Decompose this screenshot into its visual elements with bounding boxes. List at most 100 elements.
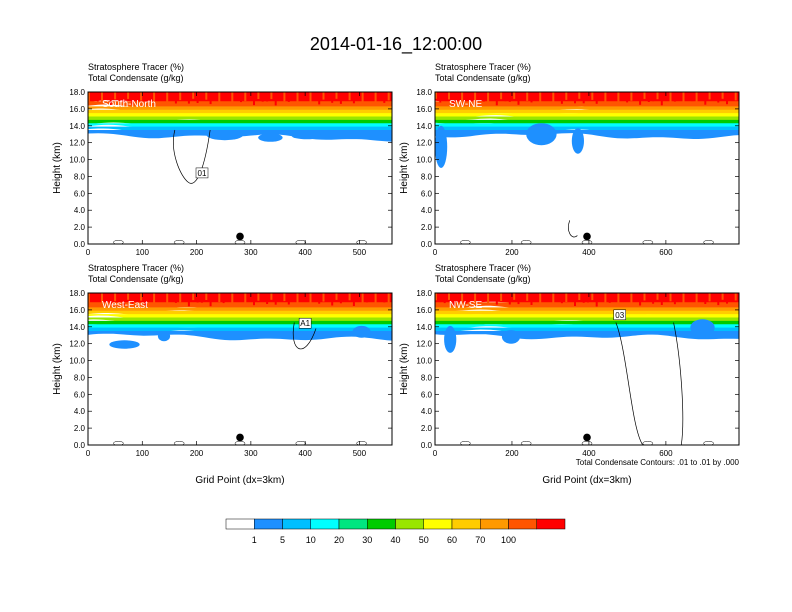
tracer-blob (435, 125, 448, 168)
tracer-streak (699, 293, 702, 300)
y-tick-label: 10.0 (69, 156, 85, 165)
ground-contour (642, 240, 654, 244)
x-tick-label: 500 (353, 449, 367, 458)
ground-contour (173, 240, 185, 244)
tracer-streak (699, 92, 702, 99)
tracer-streak (660, 92, 663, 106)
tracer-streak (639, 92, 642, 105)
tracer-blob (157, 331, 171, 342)
tracer-streak (344, 293, 347, 302)
tracer-blob (258, 133, 283, 142)
tracer-blob (690, 319, 715, 336)
tracer-streak (669, 293, 672, 302)
tracer-streak (135, 293, 138, 302)
panel-west-east: Stratosphere Tracer (%)Total Condensate … (52, 263, 393, 486)
location-marker (583, 232, 591, 241)
condensate-contour (292, 322, 317, 350)
tracer-streak (647, 293, 650, 302)
tracer-streak (469, 92, 472, 100)
tracer-streak (248, 293, 251, 300)
tracer-streak (634, 92, 637, 100)
ground-contour (642, 441, 654, 445)
x-tick-label: 200 (190, 248, 204, 257)
colorbar-label: 60 (447, 535, 457, 545)
tracer-streak (478, 293, 481, 301)
tracer-band (435, 126, 739, 137)
tracer-streak (370, 92, 373, 100)
tracer-streak (240, 92, 242, 103)
ground-contour (113, 240, 124, 244)
tracer-streak (187, 293, 190, 307)
tracer-streak (209, 92, 212, 105)
ground-contour (703, 441, 714, 445)
tracer-streak (717, 92, 720, 103)
ground-contour (460, 441, 471, 445)
tracer-streak (513, 293, 516, 300)
tracer-blob (206, 130, 243, 141)
tracer-streak (704, 293, 707, 304)
y-tick-label: 12.0 (69, 139, 85, 148)
tracer-streak (313, 293, 316, 300)
colorbar-label: 50 (419, 535, 429, 545)
x-axis-label: Grid Point (dx=3km) (195, 475, 284, 486)
figure-title: 2014-01-16_12:00:00 (310, 34, 482, 55)
tracer-streak (200, 293, 203, 303)
tracer-streak (686, 92, 689, 100)
tracer-streak (526, 92, 529, 101)
y-tick-label: 6.0 (74, 189, 86, 198)
tracer-streak (717, 293, 720, 306)
colorbar-label: 10 (306, 535, 316, 545)
tracer-streak (279, 92, 282, 100)
tracer-streak (270, 92, 273, 100)
y-tick-label: 0.0 (421, 441, 433, 450)
tracer-streak (491, 92, 494, 100)
tracer-streak (218, 92, 221, 103)
tracer-streak (365, 92, 368, 101)
tracer-streak (270, 293, 273, 300)
y-tick-label: 14.0 (69, 122, 85, 131)
tracer-streak (582, 293, 585, 303)
tracer-streak (266, 92, 269, 102)
y-tick-label: 18.0 (416, 88, 432, 97)
tracer-streak (127, 92, 130, 99)
tracer-streak (318, 293, 321, 304)
tracer-streak (101, 293, 103, 305)
y-tick-label: 8.0 (421, 373, 433, 382)
tracer-streak (530, 92, 533, 103)
tracer-streak (617, 92, 620, 105)
tracer-streak (556, 92, 559, 99)
tracer-streak (313, 92, 316, 99)
tracer-streak (652, 92, 655, 102)
y-tick-label: 16.0 (69, 306, 85, 315)
tracer-streak (296, 293, 299, 305)
tracer-streak (452, 92, 455, 105)
tracer-streak (292, 92, 295, 99)
tracer-streak (101, 92, 103, 102)
tracer-streak (244, 293, 247, 304)
tracer-streak (309, 92, 312, 103)
tracer-streak (582, 92, 585, 104)
tracer-streak (170, 92, 173, 99)
tracer-streak (534, 293, 537, 300)
ground-contour (295, 240, 307, 244)
ground-contour (581, 240, 593, 244)
tracer-streak (487, 92, 490, 102)
tracer-streak (383, 293, 386, 303)
tracer-streak (135, 92, 138, 100)
location-marker (583, 433, 591, 442)
tracer-streak (153, 293, 156, 304)
tracer-streak (335, 92, 338, 99)
tracer-streak (547, 92, 550, 101)
tracer-streak (283, 293, 286, 302)
colorbar-label: 5 (280, 535, 285, 545)
tracer-streak (161, 293, 164, 301)
tracer-streak (565, 92, 568, 100)
panels-group: Stratosphere Tracer (%)Total Condensate … (52, 62, 740, 486)
tracer-streak (630, 293, 633, 304)
tracer-streak (183, 293, 186, 301)
tracer-streak (352, 293, 355, 306)
tracer-streak (88, 92, 90, 106)
tracer-streak (504, 293, 507, 301)
y-tick-label: 16.0 (69, 105, 85, 114)
tracer-streak (287, 293, 290, 305)
